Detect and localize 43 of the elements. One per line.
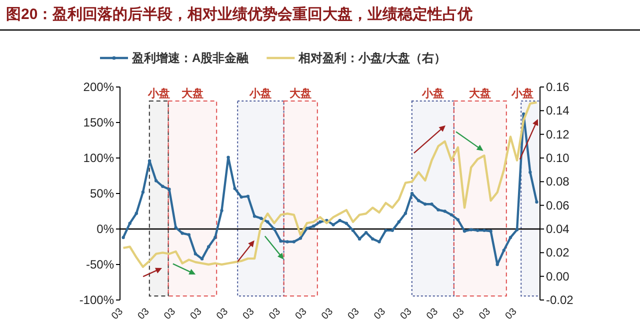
y2-tick-label: 0.16 — [546, 80, 570, 94]
annotation: 小盘 — [510, 87, 534, 100]
y-tick-label: -100% — [79, 293, 114, 307]
x-tick-label: 03 — [424, 306, 441, 322]
y2-tick-label: 0.08 — [546, 174, 570, 189]
y2-tick-label: 0.12 — [546, 127, 570, 142]
x-tick-label: 03 — [110, 306, 126, 322]
x-tick-label: 03 — [504, 306, 520, 322]
y-tick-label: 200% — [83, 80, 114, 94]
x-tick-label: 03 — [477, 306, 494, 322]
x-tick-label: 03 — [346, 306, 362, 322]
y-tick-label: 100% — [83, 151, 114, 165]
x-tick-label: 03 — [241, 306, 257, 322]
y-tick-label: 0% — [96, 222, 114, 236]
legend-label: 盈利增速：A股非金融 — [131, 51, 250, 65]
x-tick-label: 03 — [398, 306, 414, 322]
y2-tick-label: 0.02 — [546, 246, 570, 260]
x-tick-label: 03 — [136, 306, 152, 322]
annotation: 大盘 — [290, 87, 312, 100]
annotation: 小盘 — [146, 87, 170, 100]
x-tick-label: 03 — [320, 306, 336, 322]
y-tick-label: 50% — [90, 186, 114, 200]
y2-tick-label: 0.04 — [546, 222, 570, 236]
x-tick-label: 03 — [372, 306, 388, 322]
chart-title: 图20：盈利回落的后半段，相对业绩优势会重回大盘，业绩稳定性占优 — [6, 5, 473, 23]
y-tick-label: -50% — [86, 258, 114, 272]
x-tick-label: 03 — [294, 306, 310, 322]
x-tick-label: 03 — [267, 306, 284, 322]
y-tick-label: 150% — [83, 116, 114, 130]
y2-tick-label: 0.10 — [546, 151, 570, 165]
annotation: 小盘 — [420, 87, 444, 100]
x-tick-label: 03 — [162, 306, 178, 322]
x-tick-label: 03 — [214, 306, 231, 322]
annotation: 小盘 — [248, 87, 272, 100]
y2-tick-label: 0.06 — [546, 198, 570, 212]
y2-tick-label: 0.14 — [546, 104, 570, 118]
legend-label: 相对盈利：小盘/大盘（右） — [298, 51, 446, 65]
annotation: 大盘 — [469, 87, 492, 100]
annotation: 大盘 — [181, 87, 204, 100]
x-tick-label: 03 — [451, 306, 467, 322]
y2-tick-label: -0.02 — [546, 293, 574, 307]
y2-tick-label: 0.00 — [546, 269, 570, 284]
x-tick-label: 03 — [188, 306, 204, 322]
